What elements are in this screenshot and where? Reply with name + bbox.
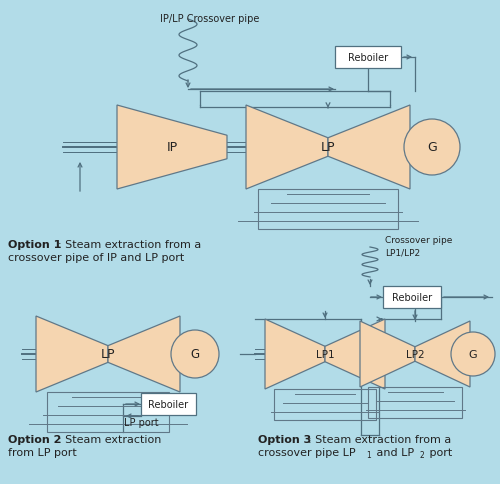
Circle shape [171,330,219,378]
Text: G: G [468,349,477,359]
Bar [47,392,169,432]
Text: LP port: LP port [124,417,158,427]
Bar [274,389,376,420]
Text: Option 3: Option 3 [258,434,311,444]
Text: Reboiler: Reboiler [392,292,432,302]
Circle shape [451,333,495,376]
Polygon shape [415,321,470,387]
Polygon shape [108,317,180,392]
Text: Option 2: Option 2 [8,434,62,444]
Text: G: G [190,348,200,361]
Circle shape [404,120,460,176]
Text: G: G [427,141,437,154]
Text: : Steam extraction: : Steam extraction [58,434,162,444]
Text: LP: LP [101,348,116,361]
Text: LP1: LP1 [316,349,334,359]
Text: from LP port: from LP port [8,447,77,457]
Text: : Steam extraction from a: : Steam extraction from a [308,434,451,444]
Polygon shape [265,319,325,389]
Text: and LP: and LP [373,447,414,457]
Polygon shape [246,106,328,190]
Text: Crossover pipe: Crossover pipe [385,236,452,244]
Bar [368,387,462,418]
Polygon shape [360,321,415,387]
Text: Reboiler: Reboiler [348,53,388,63]
Text: port: port [426,447,452,457]
Text: Option 1: Option 1 [8,240,62,249]
Text: LP: LP [321,141,335,154]
Bar [335,47,401,69]
Text: : Steam extraction from a: : Steam extraction from a [58,240,202,249]
Text: crossover pipe of IP and LP port: crossover pipe of IP and LP port [8,253,184,262]
Text: LP1/LP2: LP1/LP2 [385,248,420,257]
Polygon shape [328,106,410,190]
Text: 1: 1 [366,450,371,459]
Text: IP: IP [166,141,177,154]
Text: IP/LP Crossover pipe: IP/LP Crossover pipe [160,14,260,24]
Bar [140,393,196,415]
Text: Reboiler: Reboiler [148,399,188,409]
Polygon shape [36,317,108,392]
Text: LP2: LP2 [406,349,424,359]
Text: 2: 2 [420,450,425,459]
Polygon shape [325,319,385,389]
Text: crossover pipe LP: crossover pipe LP [258,447,356,457]
Bar [383,287,441,308]
Polygon shape [117,106,227,190]
Bar [258,190,398,229]
